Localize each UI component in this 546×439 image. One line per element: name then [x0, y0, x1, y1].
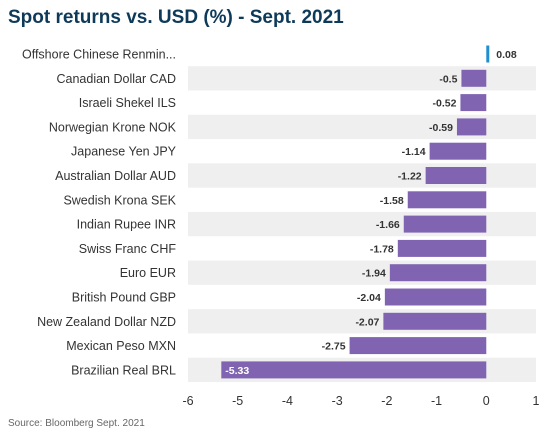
category-label: Mexican Peso MXN [66, 339, 176, 353]
category-label: Brazilian Real BRL [71, 363, 176, 377]
category-label: Norwegian Krone NOK [49, 120, 177, 134]
bar [486, 45, 490, 63]
data-label: -1.22 [398, 171, 422, 183]
data-label: -0.59 [429, 122, 453, 134]
data-label: -0.5 [439, 73, 457, 85]
category-label: New Zealand Dollar NZD [37, 315, 176, 329]
bar [425, 167, 487, 184]
data-label: -2.04 [357, 292, 381, 304]
data-label: -0.52 [432, 98, 456, 110]
x-tick-label: -5 [232, 394, 243, 408]
category-label: British Pound GBP [72, 291, 176, 305]
bar [397, 239, 487, 257]
bar [461, 69, 487, 87]
data-label: -1.14 [402, 146, 426, 158]
data-label: -2.07 [355, 316, 379, 328]
category-label: Israeli Shekel ILS [79, 96, 176, 110]
x-tick-label: 1 [533, 394, 540, 408]
data-label: -1.78 [370, 243, 394, 255]
bar [429, 142, 487, 160]
source-note: Source: Bloomberg Sept. 2021 [8, 418, 145, 429]
bar [384, 288, 487, 306]
data-label: -1.66 [376, 219, 400, 231]
category-label: Euro EUR [120, 266, 176, 280]
category-label: Canadian Dollar CAD [56, 72, 176, 86]
data-label: -1.94 [362, 268, 386, 280]
x-tick-label: -1 [431, 394, 442, 408]
bar [407, 191, 487, 209]
x-tick-label: -2 [381, 394, 392, 408]
chart-title: Spot returns vs. USD (%) - Sept. 2021 [8, 7, 344, 28]
bar [403, 215, 487, 233]
bar [456, 118, 487, 136]
category-label: Swiss Franc CHF [79, 242, 177, 256]
category-label: Indian Rupee INR [77, 218, 176, 232]
data-label: -1.58 [380, 195, 404, 207]
bar [349, 337, 487, 355]
bar [460, 94, 487, 112]
bar [389, 264, 487, 282]
category-label: Swedish Krona SEK [63, 193, 176, 207]
category-label: Japanese Yen JPY [71, 145, 177, 159]
bar [383, 312, 487, 330]
bar [221, 361, 487, 379]
x-tick-label: -4 [282, 394, 293, 408]
data-label: -2.75 [322, 341, 346, 353]
x-tick-label: 0 [483, 394, 490, 408]
x-tick-label: -6 [182, 394, 193, 408]
category-label: Australian Dollar AUD [55, 169, 176, 183]
x-tick-label: -3 [332, 394, 343, 408]
data-label: 0.08 [496, 49, 517, 61]
data-label: -5.33 [225, 365, 249, 377]
category-label: Offshore Chinese Renmin... [22, 48, 176, 62]
